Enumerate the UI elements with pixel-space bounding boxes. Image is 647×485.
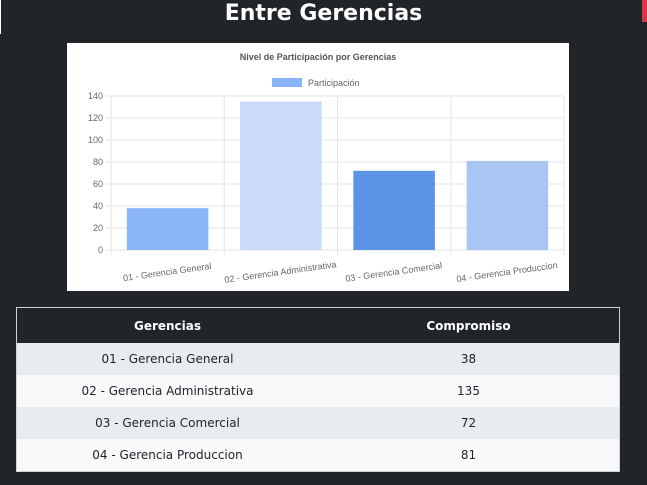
left-edge bbox=[0, 0, 1, 34]
bar-3[interactable] bbox=[353, 170, 435, 250]
table-header-row: Gerencias Compromiso bbox=[17, 308, 619, 343]
header-compromiso: Compromiso bbox=[318, 308, 619, 343]
cell-gerencia: 04 - Gerencia Produccion bbox=[17, 439, 318, 471]
y-tick-label: 0 bbox=[98, 245, 103, 255]
x-axis-labels: 01 - Gerencia General 02 - Gerencia Admin… bbox=[122, 259, 558, 285]
chart-canvas: Nivel de Participación por Gerencias Par… bbox=[88, 52, 565, 285]
table-row: 02 - Gerencia Administrativa 135 bbox=[17, 375, 619, 407]
table-row: 03 - Gerencia Comercial 72 bbox=[17, 407, 619, 439]
y-tick-label: 40 bbox=[93, 201, 103, 211]
compromiso-table: Gerencias Compromiso 01 - Gerencia Gener… bbox=[16, 307, 620, 472]
bar-2[interactable] bbox=[240, 101, 322, 251]
y-tick-label: 120 bbox=[88, 113, 103, 123]
bar-4[interactable] bbox=[466, 160, 549, 250]
y-tick-label: 140 bbox=[88, 91, 103, 101]
x-tick-label: 03 - Gerencia Comercial bbox=[345, 260, 443, 283]
cell-compromiso: 72 bbox=[318, 407, 619, 439]
cell-gerencia: 02 - Gerencia Administrativa bbox=[17, 375, 318, 407]
bars-layer bbox=[126, 101, 549, 251]
page-heading: Entre Gerencias bbox=[224, 1, 423, 26]
cell-gerencia: 03 - Gerencia Comercial bbox=[17, 407, 318, 439]
cell-compromiso: 38 bbox=[318, 343, 619, 375]
x-tick-label: 02 - Gerencia Administrativa bbox=[224, 259, 337, 285]
table-row: 01 - Gerencia General 38 bbox=[17, 343, 619, 375]
cell-compromiso: 135 bbox=[318, 375, 619, 407]
accent-bar bbox=[642, 0, 647, 22]
x-tick-label: 04 - Gerencia Produccion bbox=[456, 260, 558, 284]
y-tick-label: 60 bbox=[93, 179, 103, 189]
table-row: 04 - Gerencia Produccion 81 bbox=[17, 439, 619, 471]
y-tick-label: 100 bbox=[88, 135, 103, 145]
cell-compromiso: 81 bbox=[318, 439, 619, 471]
legend-swatch[interactable] bbox=[272, 78, 302, 87]
chart-title: Nivel de Participación por Gerencias bbox=[240, 52, 397, 62]
y-tick-label: 20 bbox=[93, 223, 103, 233]
y-tick-label: 80 bbox=[93, 157, 103, 167]
participation-chart: Nivel de Participación por Gerencias Par… bbox=[67, 43, 569, 291]
bar-1[interactable] bbox=[126, 208, 209, 250]
header-gerencias: Gerencias bbox=[17, 308, 318, 343]
cell-gerencia: 01 - Gerencia General bbox=[17, 343, 318, 375]
legend-label[interactable]: Participación bbox=[308, 78, 360, 88]
x-tick-label: 01 - Gerencia General bbox=[122, 261, 212, 283]
